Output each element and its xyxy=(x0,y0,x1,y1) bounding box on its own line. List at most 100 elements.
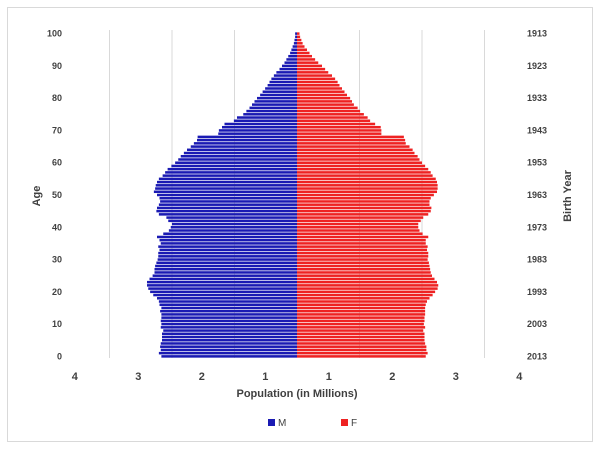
bar-f-age-13 xyxy=(297,313,426,316)
x-axis-title: Population (in Millions) xyxy=(237,388,358,400)
bar-f-age-4 xyxy=(297,342,426,345)
bar-m-age-65 xyxy=(190,145,297,148)
bar-m-age-34 xyxy=(158,245,297,248)
bar-f-age-23 xyxy=(297,280,437,284)
bar-f-age-100 xyxy=(297,32,300,35)
bar-m-age-83 xyxy=(265,87,297,90)
bar-f-age-74 xyxy=(297,116,368,119)
bar-f-age-55 xyxy=(297,177,436,181)
bar-m-age-70 xyxy=(218,129,297,132)
y-tick-label-right: 1953 xyxy=(527,158,547,168)
bar-m-age-48 xyxy=(160,200,297,203)
y-tick-label-right: 1963 xyxy=(527,190,547,200)
bar-f-age-0 xyxy=(297,355,426,358)
bar-m-age-77 xyxy=(249,106,297,110)
bar-f-age-65 xyxy=(297,145,410,148)
bar-f-age-91 xyxy=(297,61,319,64)
bar-f-age-43 xyxy=(297,216,424,219)
bar-m-age-61 xyxy=(178,158,297,161)
y-tick-label-left: 40 xyxy=(52,222,62,232)
bar-f-age-1 xyxy=(297,351,428,355)
y-tick-label-left: 20 xyxy=(52,287,62,297)
bar-f-age-87 xyxy=(297,74,332,77)
bar-f-age-20 xyxy=(297,290,436,294)
bar-m-age-29 xyxy=(156,261,297,265)
bar-f-age-64 xyxy=(297,148,413,152)
bar-m-age-69 xyxy=(218,132,297,135)
bar-f-age-51 xyxy=(297,190,437,194)
bar-f-age-34 xyxy=(297,245,428,248)
bar-f-age-12 xyxy=(297,316,425,319)
bar-m-age-13 xyxy=(161,313,297,316)
bar-m-age-71 xyxy=(222,125,297,129)
bar-m-age-54 xyxy=(157,180,297,184)
bar-m-age-24 xyxy=(149,277,297,281)
bar-f-age-88 xyxy=(297,71,329,74)
bar-m-age-59 xyxy=(171,164,297,168)
bar-f-age-95 xyxy=(297,48,307,52)
bar-f-age-15 xyxy=(297,306,426,310)
bar-m-age-49 xyxy=(159,196,297,200)
bar-m-age-28 xyxy=(155,264,297,268)
bar-f-age-16 xyxy=(297,303,426,307)
bar-f-age-77 xyxy=(297,106,358,110)
bar-f-age-82 xyxy=(297,90,345,93)
bar-m-age-74 xyxy=(237,116,297,119)
bar-m-age-94 xyxy=(290,51,297,55)
bar-m-age-91 xyxy=(284,61,297,64)
bar-m-age-57 xyxy=(165,171,297,174)
bar-f-age-38 xyxy=(297,232,423,235)
bar-f-age-33 xyxy=(297,248,427,252)
y-tick-label-left: 60 xyxy=(52,158,62,168)
bar-m-age-76 xyxy=(246,109,297,113)
bar-m-age-43 xyxy=(166,216,297,219)
legend: M F xyxy=(268,418,357,429)
x-tick-label: 2 xyxy=(199,371,205,383)
y-tick-label-right: 2013 xyxy=(527,351,547,361)
bar-f-age-58 xyxy=(297,167,429,171)
bar-f-age-52 xyxy=(297,187,438,190)
bar-m-age-79 xyxy=(254,100,297,103)
legend-swatch-m xyxy=(268,419,275,426)
bar-m-age-55 xyxy=(158,177,297,181)
bar-m-age-36 xyxy=(159,238,297,242)
bar-f-age-84 xyxy=(297,83,340,87)
bar-m-age-60 xyxy=(175,161,297,164)
bar-f-age-79 xyxy=(297,100,352,103)
bar-f-age-66 xyxy=(297,142,406,145)
y-axis-title-right: Birth Year xyxy=(562,169,574,221)
bar-m-age-10 xyxy=(161,322,297,326)
bar-f-age-21 xyxy=(297,287,438,290)
bar-f-age-48 xyxy=(297,200,430,203)
bar-m-age-87 xyxy=(273,74,297,77)
bar-m-age-93 xyxy=(288,54,297,58)
bar-f-age-56 xyxy=(297,174,433,177)
y-tick-label-right: 1913 xyxy=(527,29,547,39)
bar-m-age-100 xyxy=(295,32,297,35)
bar-f-age-35 xyxy=(297,242,426,245)
bar-m-age-30 xyxy=(157,258,297,261)
bar-m-age-45 xyxy=(156,209,297,213)
bar-f-age-89 xyxy=(297,67,326,71)
bar-f-age-14 xyxy=(297,309,426,313)
bar-m-age-88 xyxy=(276,71,297,74)
y-tick-label-right: 1923 xyxy=(527,61,547,71)
bar-m-age-1 xyxy=(158,351,297,355)
bar-f-age-28 xyxy=(297,264,430,268)
bar-f-age-63 xyxy=(297,151,415,155)
bar-m-age-32 xyxy=(158,251,297,255)
bar-f-age-45 xyxy=(297,209,431,213)
bar-f-age-59 xyxy=(297,164,426,168)
bar-m-age-42 xyxy=(168,219,297,223)
bar-f-age-41 xyxy=(297,222,419,226)
bar-f-age-61 xyxy=(297,158,420,161)
bar-f-age-6 xyxy=(297,335,425,339)
bar-m-age-86 xyxy=(271,77,297,81)
bar-f-age-29 xyxy=(297,261,429,265)
bar-m-age-14 xyxy=(160,309,297,313)
bar-f-age-10 xyxy=(297,322,424,326)
bar-f-age-17 xyxy=(297,300,427,303)
bar-f-age-25 xyxy=(297,274,432,277)
y-ticks-left: 0 10 20 30 40 50 60 70 80 90 100 xyxy=(47,29,62,362)
y-tick-label-left: 80 xyxy=(52,93,62,103)
